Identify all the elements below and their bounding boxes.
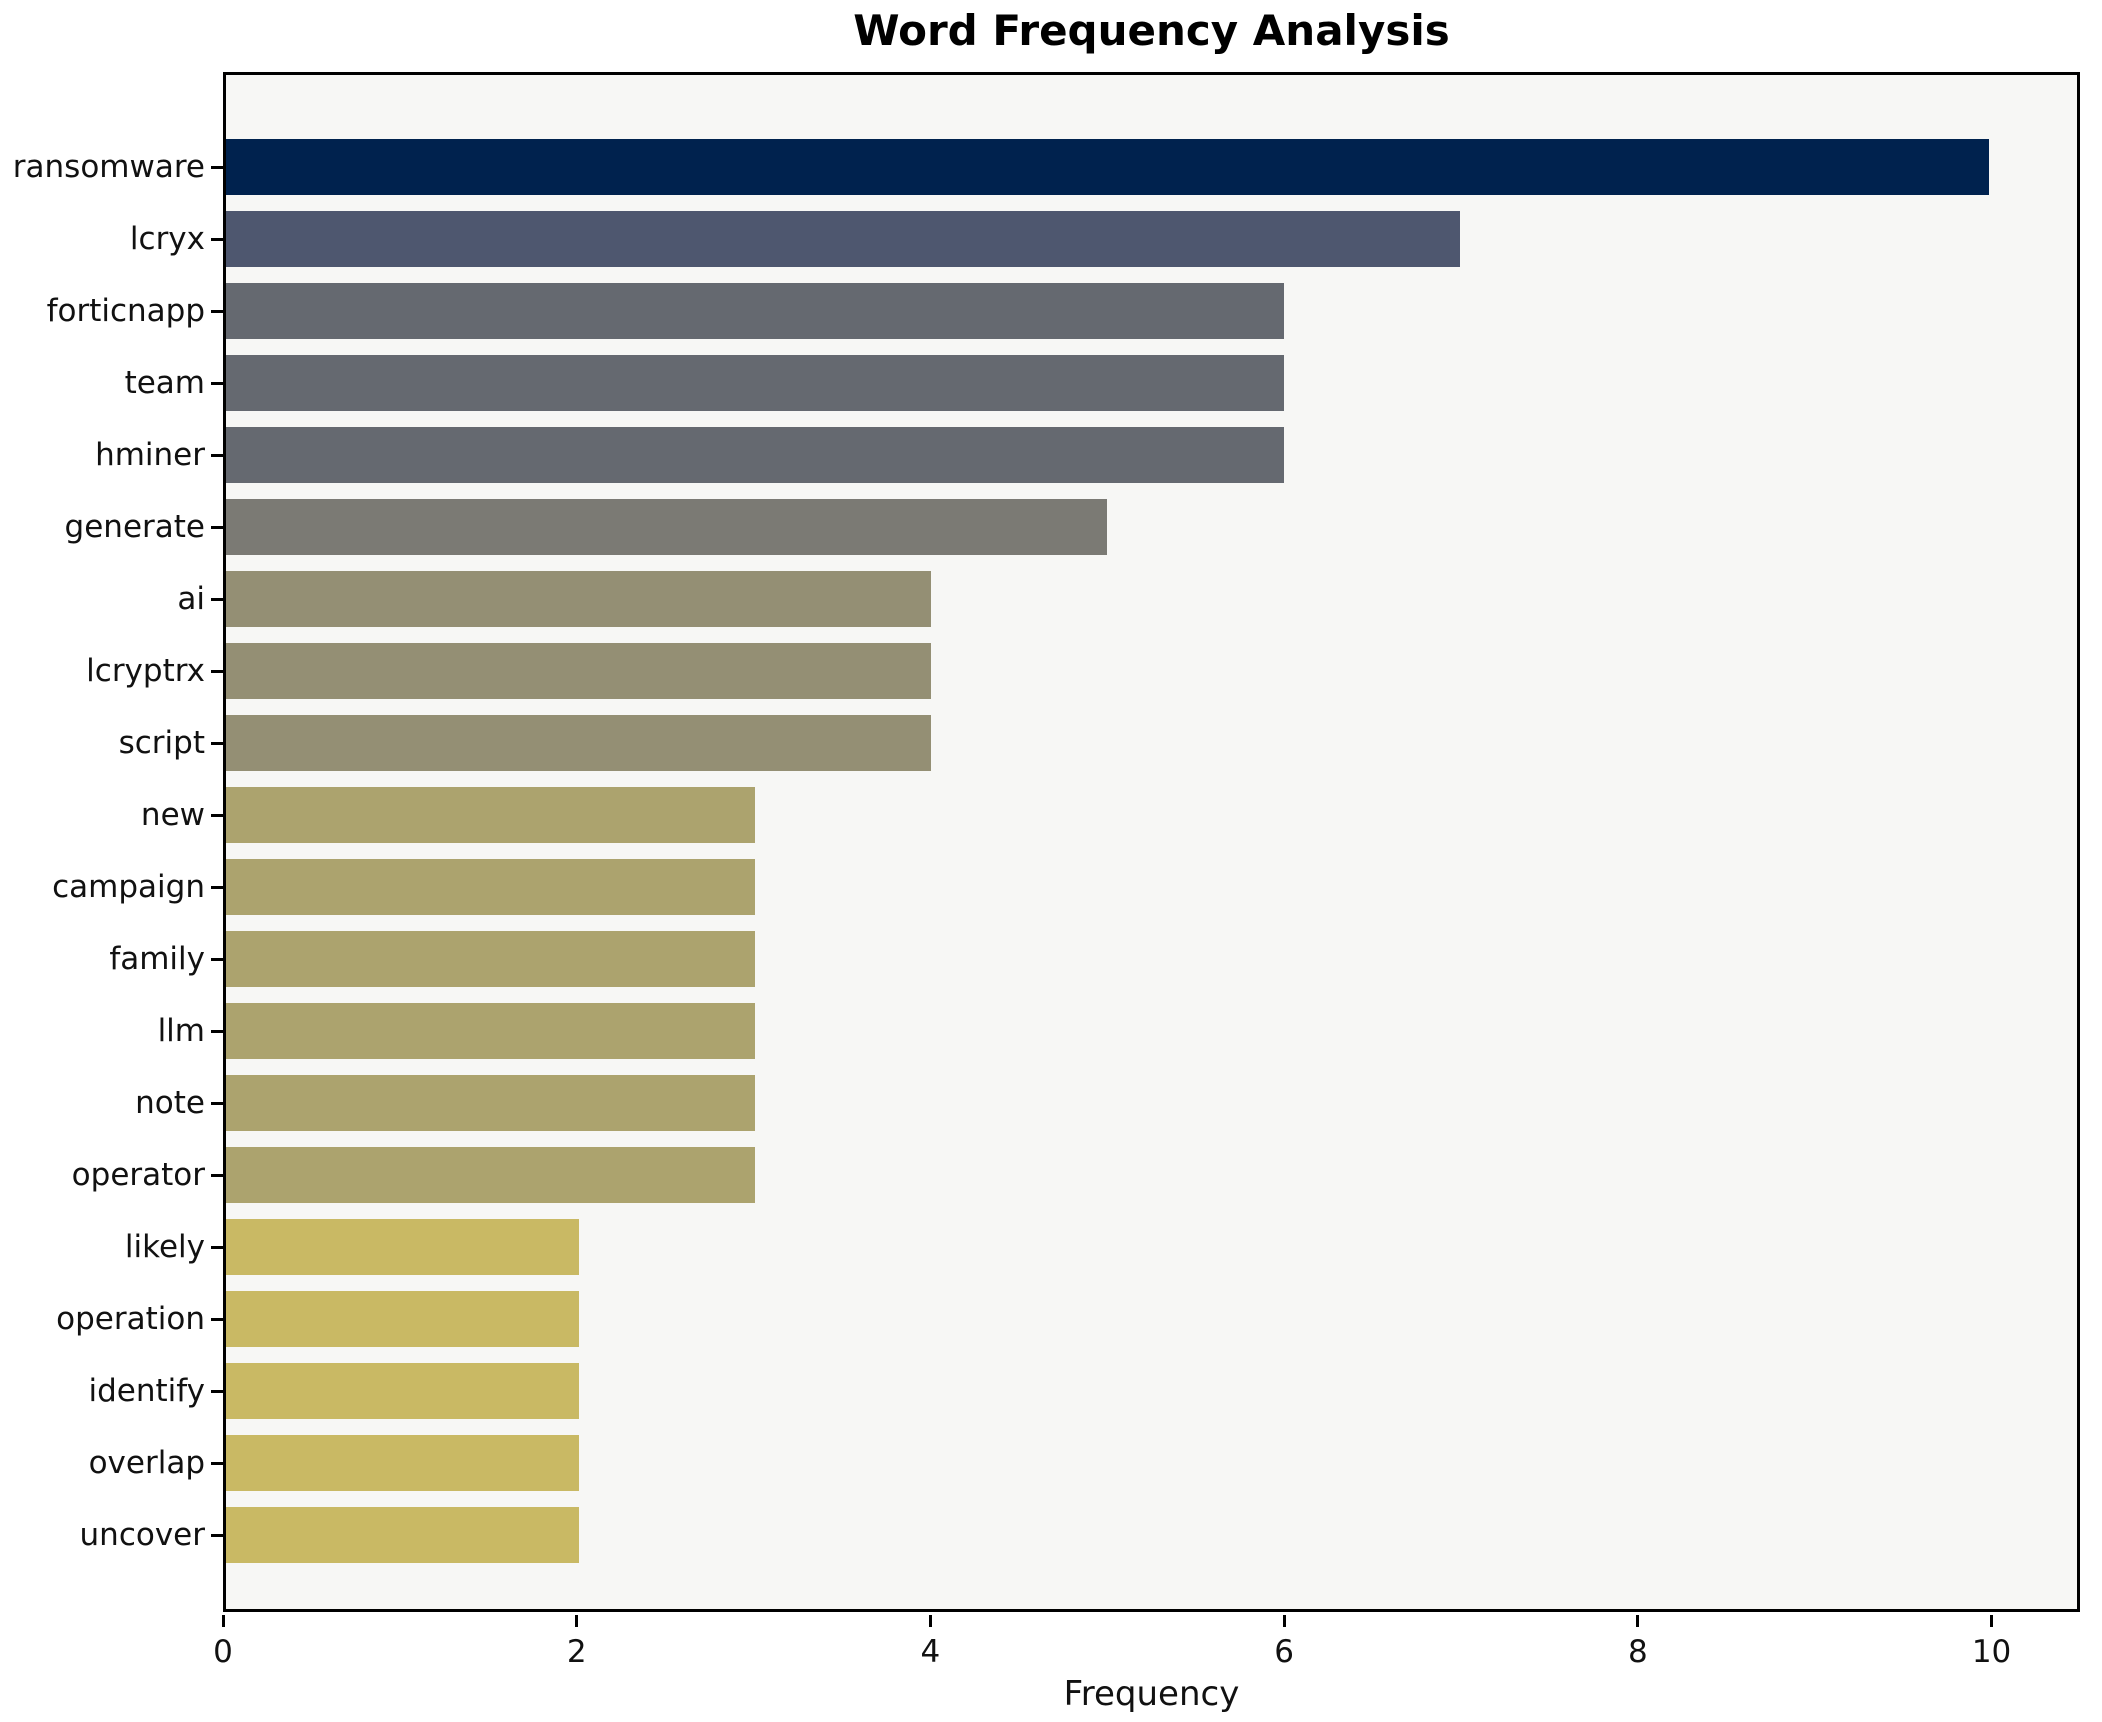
x-tick-label: 0	[213, 1634, 233, 1670]
y-axis-tick	[211, 669, 223, 673]
bar-label: identify	[88, 1373, 206, 1409]
bar-label: uncover	[79, 1517, 205, 1553]
x-tick-label: 8	[1627, 1634, 1648, 1670]
y-axis-tick	[211, 957, 223, 961]
bar-row: identify	[89, 1355, 2077, 1427]
bar-new	[226, 787, 755, 843]
bar-row: ransomware	[13, 131, 2077, 203]
bar-uncover	[226, 1507, 579, 1563]
bar-script	[226, 715, 932, 771]
bar-label: overlap	[88, 1445, 205, 1481]
bar-row: likely	[125, 1211, 2077, 1283]
x-axis-tick	[1990, 1615, 1994, 1627]
chart-title: Word Frequency Analysis	[853, 6, 1450, 55]
plot-area: ransomware lcryx forticnapp team hminer …	[13, 72, 2080, 1612]
bar-lcryx	[226, 211, 1460, 267]
bar-row: note	[135, 1067, 2077, 1139]
bar-label: note	[135, 1085, 205, 1121]
y-axis-tick	[211, 453, 223, 457]
y-axis-tick	[211, 1029, 223, 1033]
bar-generate	[226, 499, 1108, 555]
y-axis-tick	[211, 237, 223, 241]
x-axis-tick	[1636, 1615, 1640, 1627]
y-axis-tick	[211, 165, 223, 169]
bar-operator	[226, 1147, 755, 1203]
bar-row: lcryx	[130, 203, 2077, 275]
bar-label: forticnapp	[46, 293, 205, 329]
y-axis-tick	[211, 1317, 223, 1321]
y-axis-tick	[211, 309, 223, 313]
bar-campaign	[226, 859, 755, 915]
bar-label: generate	[64, 509, 205, 545]
x-tick-label: 10	[1971, 1634, 2012, 1670]
bar-label: ransomware	[12, 149, 205, 185]
bar-row: script	[119, 707, 2077, 779]
bar-row: hminer	[95, 419, 2077, 491]
bar-ai	[226, 571, 932, 627]
bar-row: forticnapp	[47, 275, 2077, 347]
bar-label: operation	[56, 1301, 205, 1337]
bar-label: operator	[71, 1157, 205, 1193]
bar-ransomware	[226, 139, 1989, 195]
bar-label: new	[140, 797, 205, 833]
x-tick-label: 6	[1274, 1634, 1294, 1670]
y-axis-tick	[211, 1101, 223, 1105]
y-axis-tick	[211, 1173, 223, 1177]
bar-row: campaign	[52, 851, 2077, 923]
y-axis-tick	[211, 1461, 223, 1465]
x-axis-tick	[221, 1615, 225, 1627]
bar-label: family	[109, 941, 205, 977]
bar-label: hminer	[95, 437, 205, 473]
bar-label: campaign	[52, 869, 205, 905]
x-axis-label: Frequency	[1063, 1674, 1240, 1714]
x-tick-label: 2	[566, 1634, 587, 1670]
y-axis-tick	[211, 885, 223, 889]
bar-row: uncover	[80, 1499, 2077, 1571]
bar-row: llm	[158, 995, 2077, 1067]
bar-label: likely	[124, 1229, 205, 1265]
bar-hminer	[226, 427, 1284, 483]
bar-label: lcryptrx	[86, 653, 205, 689]
bar-row: team	[125, 347, 2077, 419]
bar-row: family	[109, 923, 2077, 995]
x-axis-tick	[928, 1615, 932, 1627]
y-axis-tick	[211, 1245, 223, 1249]
bar-note	[226, 1075, 755, 1131]
y-axis-tick	[211, 1533, 223, 1537]
bar-operation	[226, 1291, 579, 1347]
bar-label: team	[124, 365, 205, 401]
bar-row: generate	[65, 491, 2077, 563]
bar-likely	[226, 1219, 579, 1275]
y-axis-tick	[211, 741, 223, 745]
bar-overlap	[226, 1435, 579, 1491]
bar-identify	[226, 1363, 579, 1419]
bar-label: script	[118, 725, 205, 761]
bar-team	[226, 355, 1284, 411]
bar-row: operator	[72, 1139, 2077, 1211]
bar-row: lcryptrx	[86, 635, 2077, 707]
bar-label: ai	[177, 581, 205, 617]
y-axis-tick	[211, 813, 223, 817]
x-axis: Frequency 0 2 4 6 8 10	[213, 1612, 2080, 1722]
y-axis-tick	[211, 525, 223, 529]
y-axis-tick	[211, 1389, 223, 1393]
x-axis-tick	[575, 1615, 579, 1627]
bar-row: operation	[56, 1283, 2077, 1355]
bar-row: overlap	[89, 1427, 2077, 1499]
bar-lcryptrx	[226, 643, 932, 699]
bar-label: llm	[157, 1013, 205, 1049]
y-axis-tick	[211, 381, 223, 385]
x-axis-tick	[1282, 1615, 1286, 1627]
bar-forticnapp	[226, 283, 1284, 339]
bar-label: lcryx	[129, 221, 205, 257]
y-axis-tick	[211, 597, 223, 601]
bar-row: new	[141, 779, 2077, 851]
bar-llm	[226, 1003, 755, 1059]
bar-family	[226, 931, 755, 987]
x-tick-label: 4	[920, 1634, 941, 1670]
bar-row: ai	[177, 563, 2077, 635]
